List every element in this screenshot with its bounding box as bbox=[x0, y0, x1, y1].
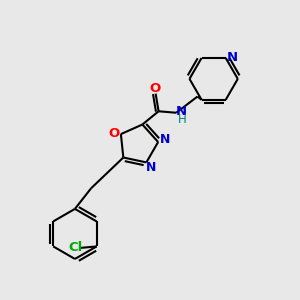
Text: N: N bbox=[146, 161, 156, 174]
Text: O: O bbox=[109, 127, 120, 140]
Text: Cl: Cl bbox=[68, 242, 82, 254]
Text: N: N bbox=[176, 105, 187, 118]
Text: N: N bbox=[226, 51, 238, 64]
Text: H: H bbox=[178, 113, 187, 126]
Text: O: O bbox=[149, 82, 161, 95]
Text: N: N bbox=[159, 133, 170, 146]
